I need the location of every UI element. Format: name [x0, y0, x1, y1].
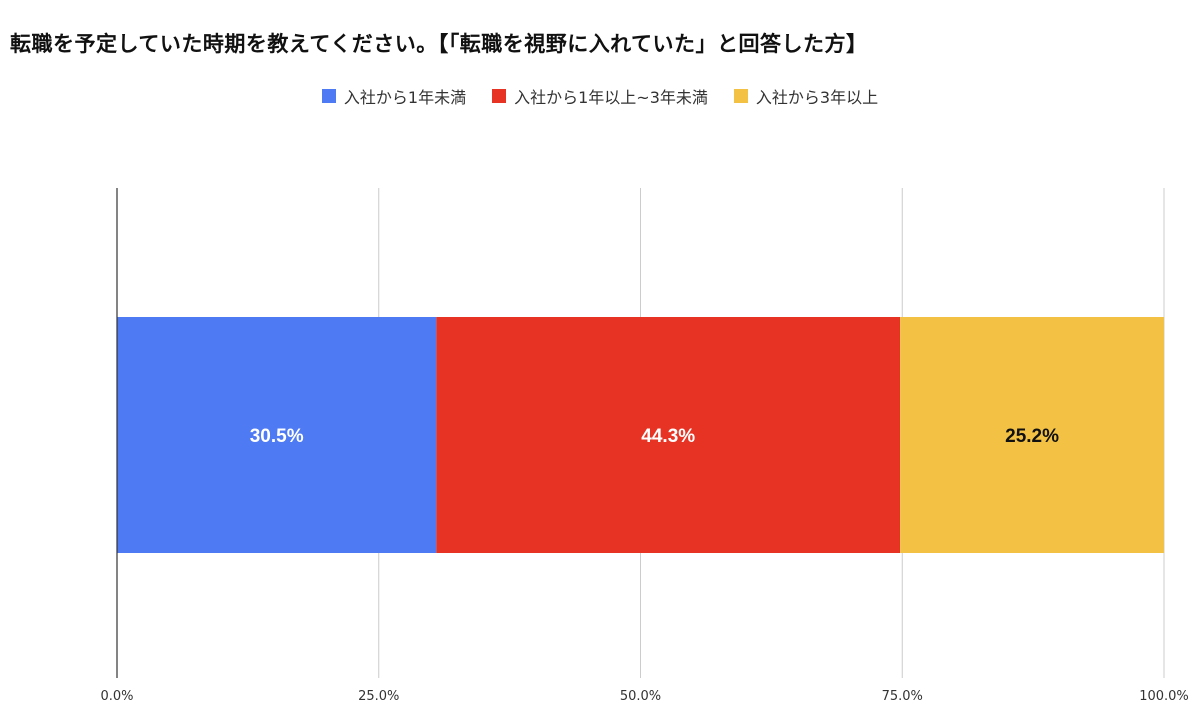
bar-segment-2: [436, 317, 901, 553]
legend-swatch-series-2: [492, 89, 507, 103]
legend-item-series-3: 入社から3年以上: [733, 84, 879, 108]
data-label-2: 44.3%: [641, 426, 695, 447]
legend-item-series-2: 入社から1年以上~3年未満: [492, 84, 708, 108]
legend-label-series-3: 入社から3年以上: [755, 88, 879, 107]
bar-segment-3: [900, 317, 1164, 553]
x-tick-label-0: 0.0%: [100, 689, 133, 704]
bar-segment-1: [117, 317, 437, 553]
chart-title: 転職を予定していた時期を教えてください。【「転職を視野に入れていた」と回答した方…: [10, 32, 868, 56]
legend-label-series-2: 入社から1年以上~3年未満: [514, 88, 708, 107]
legend-swatch-series-3: [733, 89, 748, 103]
legend-label-series-1: 入社から1年未満: [343, 88, 467, 107]
data-label-3: 25.2%: [1005, 426, 1059, 447]
legend-swatch-series-1: [321, 89, 336, 103]
legend-item-series-1: 入社から1年未満: [321, 84, 467, 108]
x-tick-label-4: 100.0%: [1139, 689, 1189, 704]
x-tick-label-2: 50.0%: [620, 689, 661, 704]
x-tick-label-3: 75.0%: [882, 689, 923, 704]
x-tick-label-1: 25.0%: [358, 689, 399, 704]
data-label-1: 30.5%: [250, 426, 304, 447]
legend: 入社から1年未満 入社から1年以上~3年未満 入社から3年以上: [0, 84, 1200, 108]
